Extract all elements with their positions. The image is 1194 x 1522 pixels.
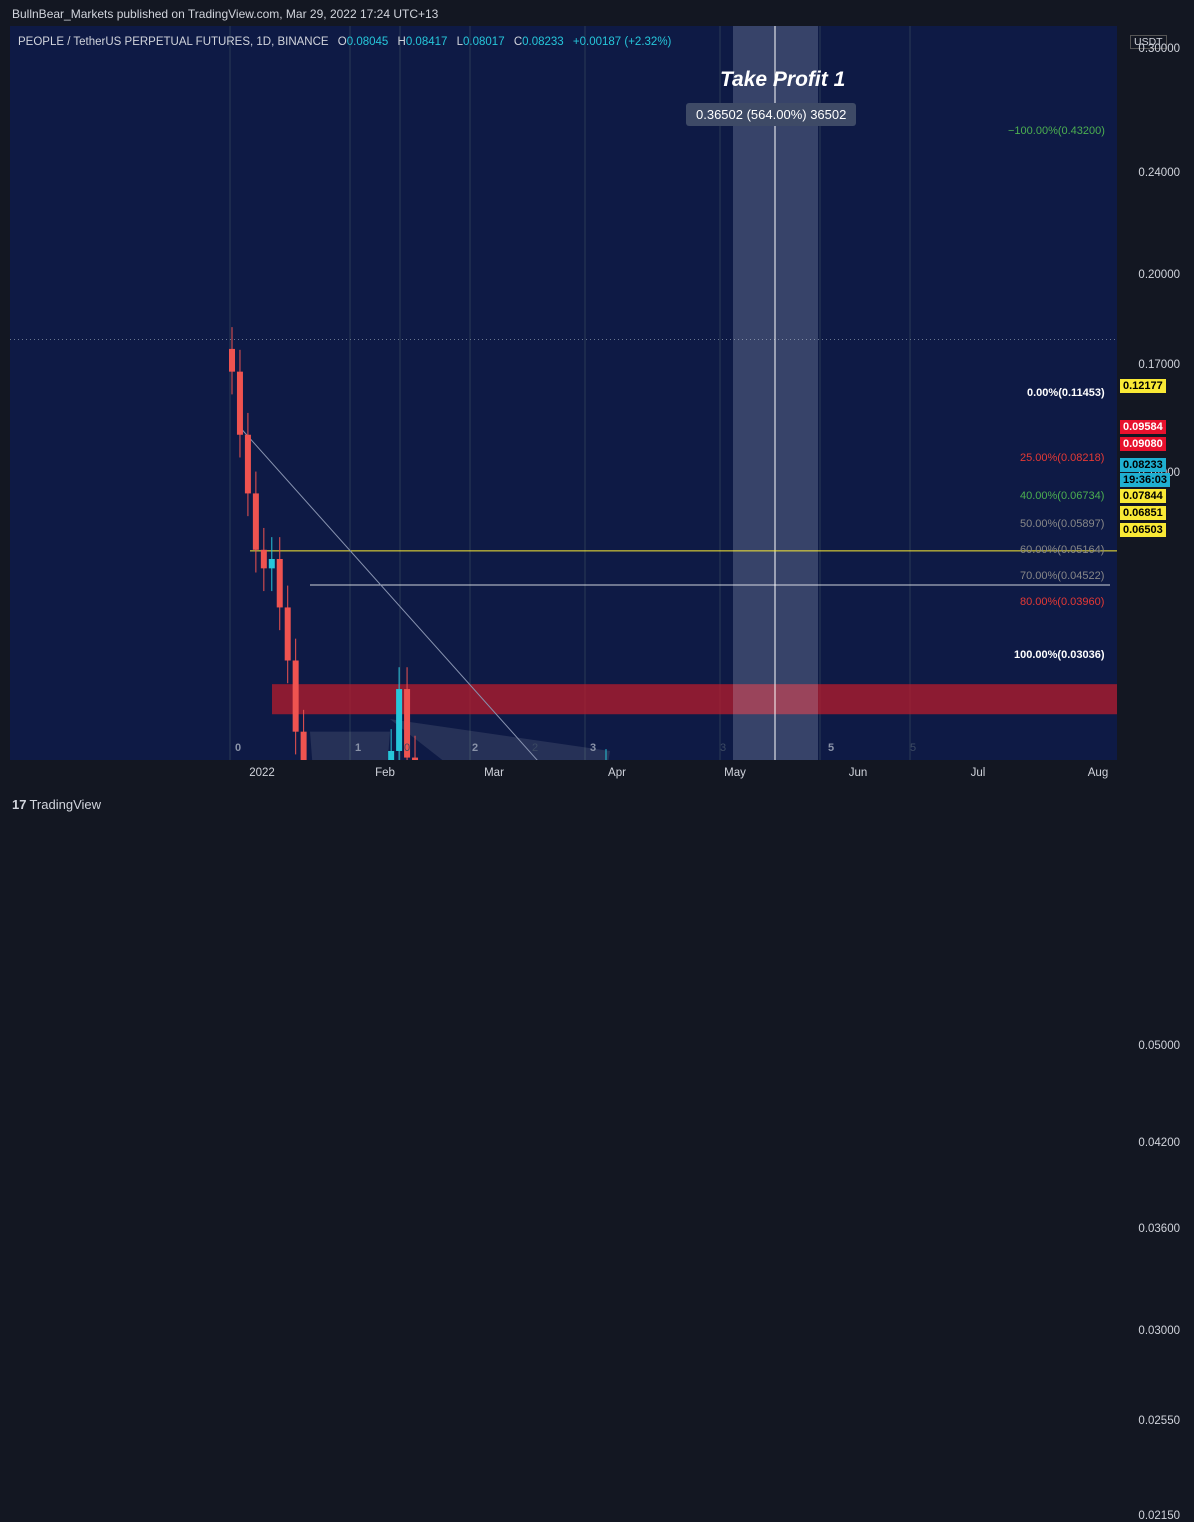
wave-label: 1: [355, 742, 362, 754]
candle-body: [396, 689, 403, 751]
price-tick: 0.02550: [1138, 1415, 1180, 1428]
wave-label: 0: [235, 742, 242, 754]
tradingview-logo[interactable]: 17 TradingView: [12, 797, 101, 812]
price-badge: 0.06503: [1120, 523, 1166, 537]
chart-area[interactable]: [10, 26, 1117, 760]
price-tick: 0.17000: [1138, 359, 1180, 372]
price-badge: 0.09584: [1120, 420, 1166, 434]
candle-body: [236, 371, 243, 435]
fib-label: −100.00%(0.43200): [1008, 125, 1105, 137]
candle-body: [252, 493, 259, 550]
time-tick: Feb: [375, 767, 395, 779]
price-tick: 0.20000: [1138, 268, 1180, 281]
wave-label: 3: [590, 742, 597, 754]
price-tick: 0.03000: [1138, 1324, 1180, 1337]
price-badge: 0.07844: [1120, 489, 1166, 503]
fib-label: 70.00%(0.04522): [1020, 570, 1105, 582]
time-tick: Apr: [608, 767, 626, 779]
candle-body: [244, 434, 251, 494]
candle-body: [412, 757, 419, 760]
open-label: O: [337, 36, 347, 48]
fib-label: 50.00%(0.05897): [1020, 518, 1105, 530]
symbol-legend: PEOPLE / TetherUS PERPETUAL FUTURES, 1D,…: [18, 36, 671, 48]
supply-zone: [272, 684, 1117, 715]
price-badge: 0.06851: [1120, 506, 1166, 520]
low-value: 0.08017: [463, 36, 505, 48]
price-tick: 0.30000: [1138, 42, 1180, 55]
fib-label: 80.00%(0.03960): [1020, 596, 1105, 608]
wave-label: 0: [404, 742, 411, 754]
price-tick: 0.24000: [1138, 167, 1180, 180]
low-label: L: [456, 36, 464, 48]
wedge-shade: [310, 731, 390, 760]
tradingview-logo-icon: 17: [12, 797, 27, 812]
price-badge: 0.12177: [1120, 379, 1166, 393]
high-value: 0.08417: [405, 36, 448, 48]
candle-body: [260, 549, 267, 569]
fib-label: 0.00%(0.11453): [1027, 387, 1105, 399]
price-axis[interactable]: [1117, 26, 1194, 760]
fib-label: 60.00%(0.05164): [1020, 544, 1105, 556]
time-axis[interactable]: [10, 760, 1117, 785]
candle-body: [388, 750, 395, 760]
price-tick: 0.05000: [1138, 1040, 1180, 1053]
take-profit-title: Take Profit 1: [720, 68, 846, 91]
publisher-bar: BullnBear_Markets published on TradingVi…: [0, 0, 1194, 26]
time-tick: Jun: [848, 767, 868, 779]
candle-body: [268, 558, 275, 569]
close-label: C: [513, 36, 523, 48]
time-tick: Mar: [484, 767, 504, 779]
price-badge: 0.09080: [1120, 437, 1166, 451]
brand-name: TradingView: [29, 797, 102, 812]
fib-label: 40.00%(0.06734): [1020, 490, 1105, 502]
wave-label: 5: [910, 742, 917, 754]
open-value: 0.08045: [346, 36, 389, 48]
price-chart[interactable]: [10, 26, 1117, 760]
footer: 17 TradingView: [0, 785, 1194, 822]
publisher-text: BullnBear_Markets published on TradingVi…: [12, 7, 439, 21]
unit-label[interactable]: USDT: [1130, 35, 1167, 49]
fib-label: 25.00%(0.08218): [1020, 452, 1105, 464]
trendline-upper: [239, 427, 538, 760]
wedge-shade: [390, 719, 610, 760]
price-tick: 0.03600: [1138, 1223, 1180, 1236]
time-tick: Aug: [1087, 767, 1109, 779]
close-value: 0.08233: [522, 36, 564, 48]
time-tick: 2022: [249, 767, 275, 779]
time-tick: May: [724, 767, 746, 779]
take-profit-box: 0.36502 (564.00%) 36502: [686, 103, 857, 126]
wave-label: 2: [472, 742, 479, 754]
candle-body: [404, 689, 411, 758]
wave-label: 3: [720, 742, 727, 754]
price-tick: 0.02150: [1138, 1510, 1180, 1522]
fib-label: 100.00%(0.03036): [1014, 649, 1105, 661]
change-value: +0.00187 (+2.32%): [572, 36, 672, 48]
high-label: H: [397, 36, 406, 48]
price-tick: 0.04200: [1138, 1137, 1180, 1150]
time-tick: Jul: [970, 767, 986, 779]
candle-body: [300, 731, 307, 760]
candle-body: [229, 348, 235, 372]
candle-body: [284, 607, 291, 661]
candle-body: [276, 558, 283, 608]
candle-body: [292, 660, 299, 732]
price-badge: 19:36:03: [1120, 473, 1171, 487]
symbol-name: PEOPLE / TetherUS PERPETUAL FUTURES, 1D,…: [18, 36, 329, 48]
wave-label: 2: [532, 742, 539, 754]
price-badge: 0.08233: [1120, 458, 1166, 472]
wave-label: 5: [828, 742, 835, 754]
